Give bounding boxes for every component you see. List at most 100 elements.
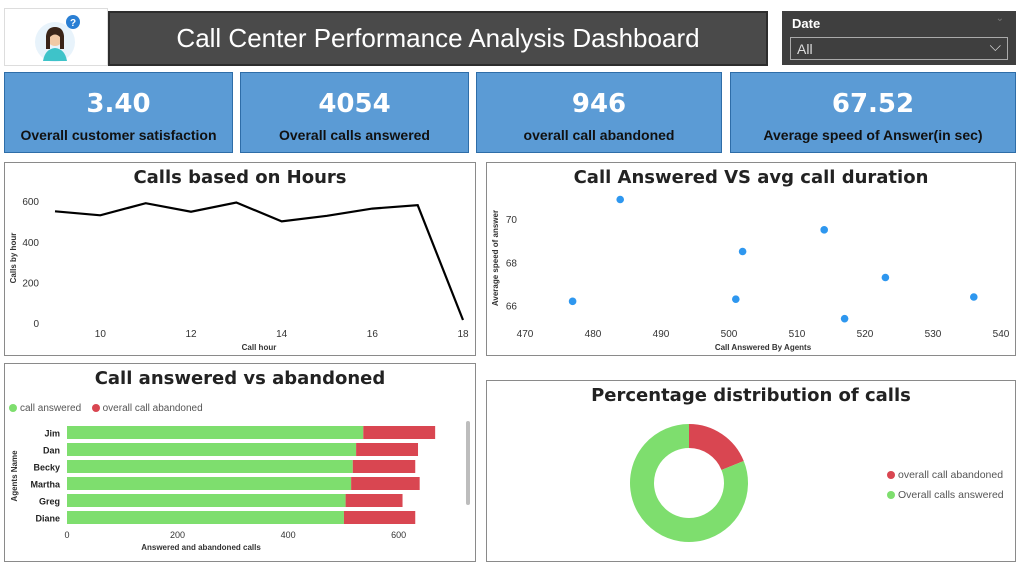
- bar-segment: [343, 511, 416, 524]
- svg-text:?: ?: [70, 18, 76, 29]
- legend-label: overall call abandoned: [102, 402, 203, 414]
- y-axis-label: Agents Name: [10, 450, 19, 502]
- support-agent-icon: ?: [35, 15, 80, 62]
- chart-title: Percentage distribution of calls: [591, 385, 911, 406]
- answered-vs-duration-panel: Call Answered VS avg call duration 66 68 7…: [486, 162, 1016, 356]
- x-tick-label: 400: [281, 530, 296, 540]
- kpi-value: 946: [571, 89, 627, 119]
- chevron-down-icon: ⌵: [989, 38, 1001, 55]
- scatter-point: [881, 273, 890, 282]
- scatter-point: [616, 195, 624, 204]
- date-select[interactable]: All ⌵: [790, 37, 1008, 60]
- y-tick-label: 70: [506, 215, 518, 226]
- x-tick-label: 200: [170, 530, 185, 540]
- scrollbar[interactable]: [466, 421, 470, 505]
- line-chart: 0 200 400 600 10 12 14 16 18 Call hour Calls by ho…: [9, 197, 469, 352]
- x-tick-label: 480: [585, 329, 602, 340]
- kpi-value: 67.52: [831, 89, 915, 119]
- collapse-icon[interactable]: ⌄: [995, 13, 1004, 24]
- kpi-value: 4054: [318, 89, 391, 119]
- y-tick-label: 66: [506, 302, 518, 313]
- bar-segment: [356, 443, 419, 456]
- category-label: Martha: [30, 480, 60, 490]
- scatter-point: [732, 295, 740, 303]
- kpi-caption: Overall calls answered: [279, 127, 430, 143]
- x-axis-label: Call hour: [242, 343, 277, 352]
- bar-segment: [363, 426, 436, 439]
- y-tick-label: 400: [22, 238, 39, 249]
- chart-title: Calls based on Hours: [133, 167, 347, 188]
- kpi-caption: Overall customer satisfaction: [20, 127, 217, 143]
- legend-item[interactable]: Overall calls answered: [887, 489, 1004, 501]
- bar-segment: [67, 477, 352, 490]
- category-label: Jim: [44, 429, 60, 439]
- bar-segment: [67, 460, 353, 473]
- category-label: Becky: [33, 463, 60, 473]
- x-tick-label: 520: [857, 329, 874, 340]
- x-tick-label: 600: [391, 530, 406, 540]
- kpi-card-satisfaction: 3.40 Overall customer satisfaction: [4, 72, 233, 153]
- legend-item[interactable]: overall call abandoned: [887, 469, 1004, 481]
- bar-segment: [67, 511, 344, 524]
- percentage-distribution-panel: Percentage distribution of calls overall…: [486, 380, 1016, 562]
- bar-segment: [67, 494, 346, 507]
- legend-label: Overall calls answered: [898, 489, 1004, 501]
- logo: ?: [4, 8, 108, 66]
- x-tick-label: 10: [95, 329, 107, 340]
- x-tick-label: 14: [276, 329, 288, 340]
- bar-segment: [67, 426, 364, 439]
- legend-label: overall call abandoned: [898, 469, 1004, 481]
- scatter-point: [840, 314, 849, 323]
- bar-segment: [345, 494, 403, 507]
- legend-swatch: [9, 404, 17, 412]
- date-filter: Date ⌄ All ⌵: [782, 11, 1016, 65]
- scatter-point: [738, 247, 747, 256]
- kpi-card-calls-answered: 4054 Overall calls answered: [240, 72, 469, 153]
- y-axis-label: Calls by hour: [9, 233, 18, 284]
- x-tick-label: 0: [64, 530, 69, 540]
- legend-swatch: [887, 471, 895, 479]
- category-label: Diane: [35, 514, 60, 524]
- x-tick-label: 540: [993, 329, 1010, 340]
- legend-item[interactable]: call answered: [9, 403, 81, 414]
- bar-legend: call answered overall call abandoned: [9, 399, 209, 417]
- x-tick-label: 530: [925, 329, 942, 340]
- x-tick-label: 18: [457, 329, 469, 340]
- x-tick-label: 16: [367, 329, 379, 340]
- scatter-point: [970, 293, 978, 301]
- x-tick-label: 12: [185, 329, 197, 340]
- date-select-value: All: [797, 41, 813, 57]
- legend-item[interactable]: overall call abandoned: [91, 402, 203, 414]
- stacked-bar-chart: Jim Dan Becky Martha Greg Diane 0 200 400 600 Answ…: [10, 426, 436, 552]
- legend-swatch: [887, 491, 895, 499]
- y-tick-label: 600: [22, 197, 39, 208]
- chart-title: Call answered vs abandoned: [94, 368, 386, 389]
- series-line: [54, 201, 465, 321]
- chart-title: Call Answered VS avg call duration: [573, 167, 929, 188]
- x-tick-label: 490: [653, 329, 670, 340]
- date-filter-label: Date: [792, 16, 821, 31]
- kpi-caption: overall call abandoned: [523, 127, 675, 143]
- donut-chart: [630, 424, 748, 542]
- legend-label: call answered: [20, 402, 82, 414]
- kpi-card-calls-abandoned: 946 overall call abandoned: [476, 72, 722, 153]
- donut-slice: [630, 424, 748, 542]
- bar-segment: [352, 460, 416, 473]
- calls-by-hour-panel: Calls based on Hours 0 200 400 600 10 12 14 16 1…: [4, 162, 476, 356]
- donut-legend: overall call abandoned Overall calls ans…: [887, 469, 1004, 501]
- y-tick-label: 200: [22, 278, 39, 289]
- y-axis-label: Average speed of answer: [491, 210, 500, 306]
- category-label: Dan: [43, 446, 60, 456]
- answered-vs-abandoned-panel: Call answered vs abandoned call answered…: [4, 363, 476, 562]
- legend-swatch: [91, 404, 100, 412]
- dashboard-title: Call Center Performance Analysis Dashboa…: [108, 11, 768, 66]
- kpi-caption: Average speed of Answer(in sec): [763, 127, 983, 143]
- x-axis-label: Call Answered By Agents: [715, 343, 812, 352]
- y-tick-label: 68: [506, 258, 518, 269]
- x-tick-label: 470: [517, 329, 534, 340]
- scatter-point: [820, 226, 828, 234]
- kpi-card-speed-of-answer: 67.52 Average speed of Answer(in sec): [730, 72, 1016, 153]
- scatter-point: [568, 297, 577, 306]
- donut-slice: [688, 424, 744, 471]
- scatter-chart: 66 68 70 470 480 490 500 510 520 530 540 Call Answe…: [491, 195, 1010, 352]
